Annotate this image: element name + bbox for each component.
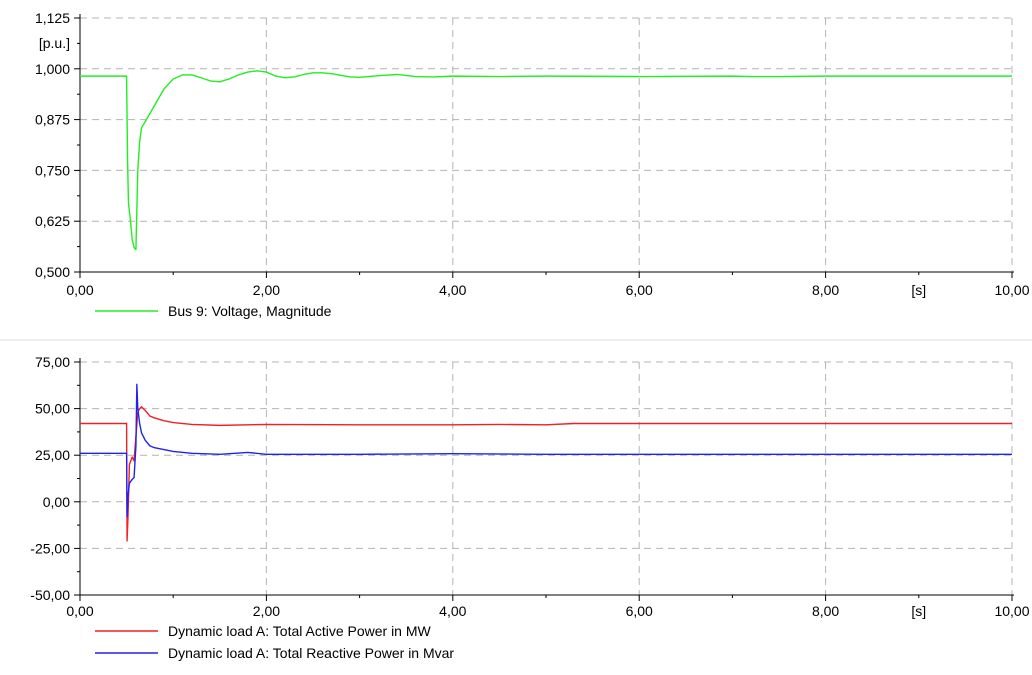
y-tick-label: 0,875	[35, 112, 70, 128]
y-tick-label: 0,500	[35, 264, 70, 280]
x-tick-label: 6,00	[626, 603, 653, 619]
y-tick-label: -25,00	[30, 540, 70, 556]
y-tick-label: 75,00	[35, 354, 70, 370]
legend-label: Dynamic load A: Total Reactive Power in …	[168, 645, 454, 661]
series-line-1	[80, 70, 1012, 251]
x-tick-label: 10,00	[994, 282, 1029, 298]
legend-label: Dynamic load A: Total Active Power in MW	[168, 623, 432, 639]
x-tick-label: 8,00	[812, 603, 839, 619]
y-tick-label: 1,000	[35, 61, 70, 77]
x-tick-label: 10,00	[994, 603, 1029, 619]
series-line-1	[80, 406, 1012, 542]
x-tick-label: 4,00	[439, 282, 466, 298]
series-line-2	[80, 383, 1012, 518]
x-tick-label: 2,00	[253, 282, 280, 298]
x-tick-label: 6,00	[626, 282, 653, 298]
y-tick-label: 50,00	[35, 401, 70, 417]
chart-panel-1: 0,500 0,625 0,750 0,875 1,000 1,125 0,00 2,00 4,…	[35, 10, 1030, 319]
charts-group: 0,500 0,625 0,750 0,875 1,000 1,125 0,00 2,00 4,…	[0, 10, 1032, 661]
x-tick-label: 0,00	[66, 282, 93, 298]
y-tick-label: -50,00	[30, 587, 70, 603]
y-tick-label: 0,750	[35, 162, 70, 178]
chart-panel-2: -50,00 -25,00 0,00 25,00 50,00 75,00 0,00 2,00 4…	[30, 354, 1029, 661]
y-unit-label: [p.u.]	[39, 35, 70, 51]
x-tick-label: 2,00	[253, 603, 280, 619]
x-tick-label: 0,00	[66, 603, 93, 619]
y-tick-label: 0,00	[43, 494, 70, 510]
y-tick-label: 1,125	[35, 10, 70, 26]
legend-label: Bus 9: Voltage, Magnitude	[168, 303, 332, 319]
x-tick-label: 8,00	[812, 282, 839, 298]
x-unit-label: [s]	[911, 282, 926, 298]
y-tick-label: 0,625	[35, 213, 70, 229]
y-tick-label: 25,00	[35, 447, 70, 463]
x-tick-label: 4,00	[439, 603, 466, 619]
x-unit-label: [s]	[911, 603, 926, 619]
